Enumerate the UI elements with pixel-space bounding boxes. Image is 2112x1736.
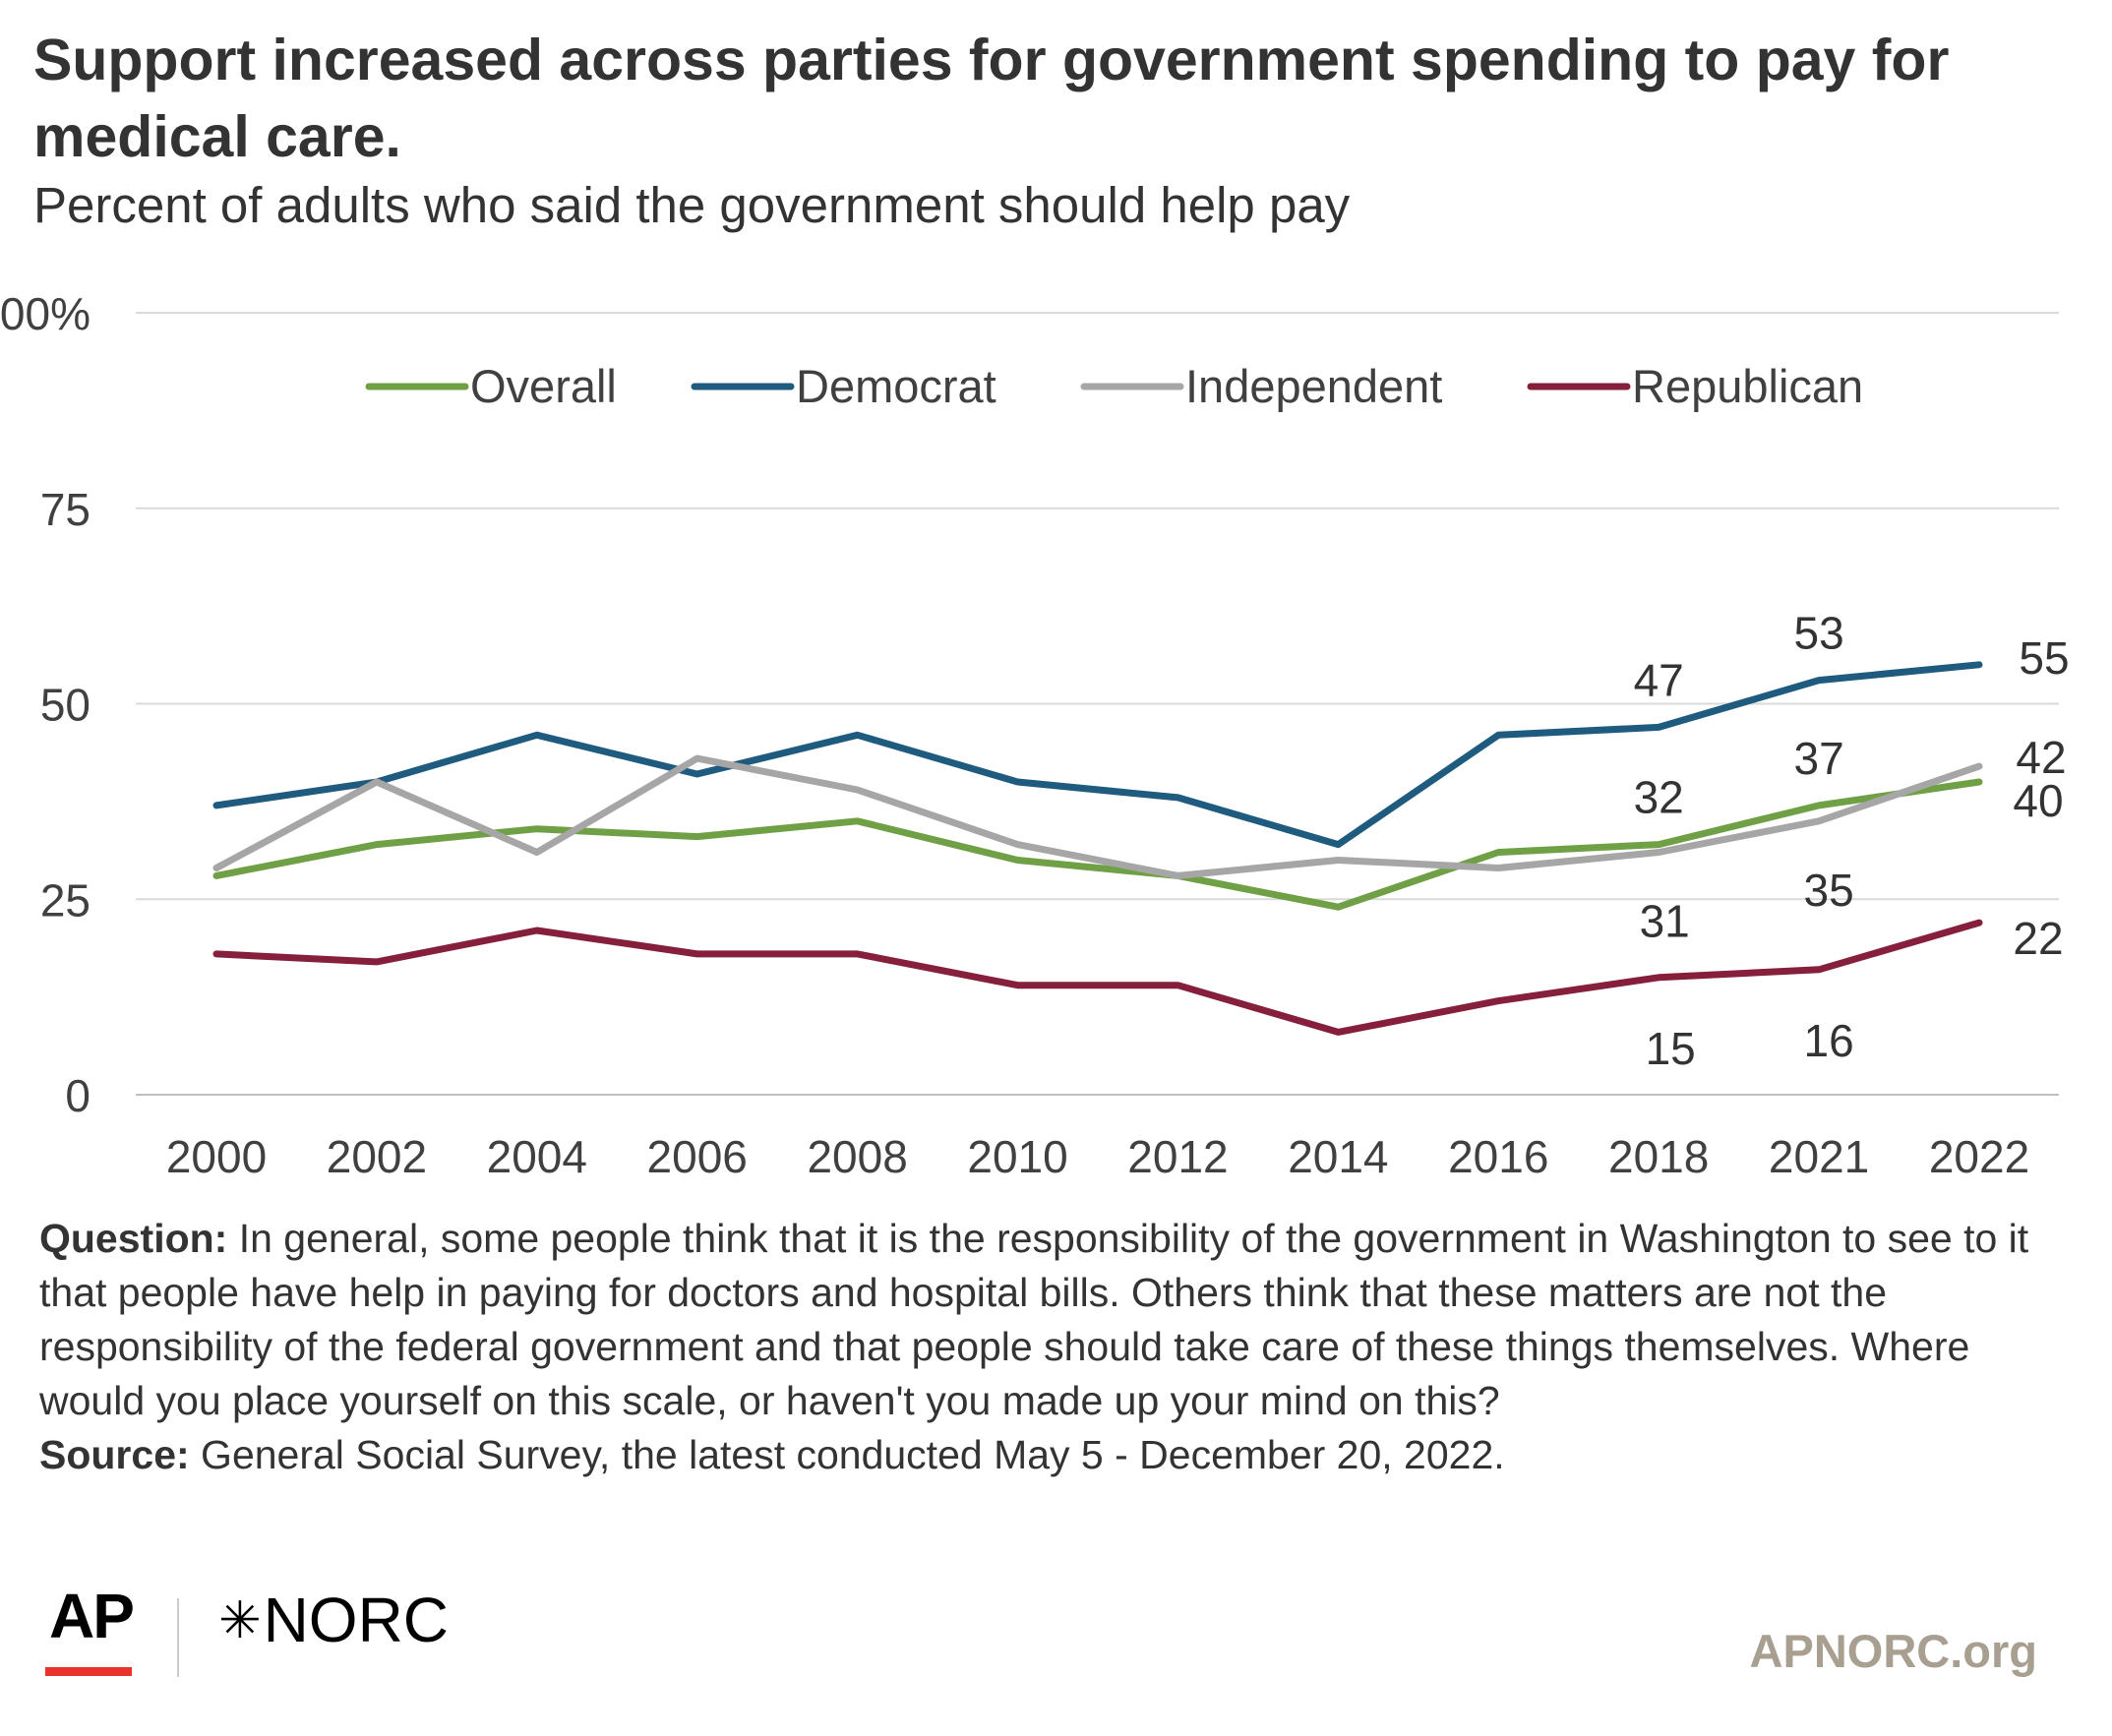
question-label: Question:: [39, 1216, 228, 1261]
series-line-independent: [212, 754, 1983, 879]
x-tick-label: 2014: [1288, 1131, 1388, 1182]
x-tick-label: 2021: [1769, 1131, 1869, 1182]
legend: Overall Democrat Independent Republican: [365, 360, 1863, 412]
x-tick-label: 2018: [1608, 1131, 1709, 1182]
question-note: Question: In general, some people think …: [39, 1212, 2081, 1428]
data-label: 55: [2019, 632, 2069, 684]
norc-logo: ✳NORC: [218, 1586, 449, 1655]
x-axis-ticks: 2000 2002 2004 2006 2008 2010 2012 2014 2016 2018…: [166, 1131, 2029, 1182]
data-label: 40: [2013, 775, 2063, 826]
source-label: Source:: [39, 1432, 190, 1477]
data-label: 32: [1634, 772, 1684, 823]
x-tick-label: 2002: [327, 1131, 427, 1182]
gridlines: [136, 312, 2059, 1096]
x-tick-label: 2022: [1929, 1131, 2029, 1182]
data-label: 42: [2016, 732, 2066, 783]
line-chart: 0 25 50 75 100% 2000 2002 2004 2006 2008 2010 2012…: [0, 288, 2070, 1182]
y-tick-label: 75: [40, 484, 91, 535]
data-label: 53: [1794, 608, 1844, 659]
legend-label-republican: Republican: [1632, 360, 1863, 412]
data-label: 37: [1794, 733, 1844, 784]
data-label: 31: [1640, 896, 1690, 947]
y-tick-label: 0: [65, 1070, 91, 1121]
data-label: 16: [1804, 1015, 1854, 1066]
x-tick-label: 2004: [487, 1131, 587, 1182]
data-label: 35: [1804, 865, 1854, 916]
y-tick-label: 50: [40, 680, 91, 731]
series-lines: [212, 661, 1983, 1036]
legend-label-overall: Overall: [470, 360, 617, 412]
legend-label-independent: Independent: [1185, 360, 1442, 412]
source-note: Source: General Social Survey, the lates…: [39, 1428, 2081, 1482]
x-tick-label: 2000: [166, 1131, 267, 1182]
data-label: 22: [2013, 913, 2063, 964]
y-axis-ticks: 0 25 50 75 100%: [0, 288, 91, 1121]
data-labels: 47 53 55 32 37 40 31 35 42 15 16 22: [1634, 608, 2070, 1074]
chart-notes: Question: In general, some people think …: [39, 1212, 2081, 1482]
x-tick-label: 2006: [647, 1131, 748, 1182]
y-tick-label: 100%: [0, 288, 91, 339]
norc-star-icon: ✳: [218, 1592, 262, 1649]
x-tick-label: 2008: [807, 1131, 907, 1182]
chart-title: Support increased across parties for gov…: [33, 28, 1950, 169]
ap-logo: AP: [49, 1581, 135, 1651]
x-tick-label: 2016: [1448, 1131, 1548, 1182]
data-label: 47: [1634, 654, 1684, 705]
source-text: General Social Survey, the latest conduc…: [189, 1432, 1505, 1477]
norc-logo-text: NORC: [263, 1585, 450, 1655]
question-text: In general, some people think that it is…: [39, 1216, 2029, 1423]
legend-label-democrat: Democrat: [796, 360, 996, 412]
website-link[interactable]: APNORC.org: [1749, 1625, 2037, 1677]
series-line-democrat: [212, 661, 1983, 849]
x-tick-label: 2010: [967, 1131, 1067, 1182]
data-label: 15: [1646, 1023, 1696, 1074]
x-tick-label: 2012: [1127, 1131, 1228, 1182]
y-tick-label: 25: [40, 874, 91, 926]
ap-logo-bar: [45, 1667, 132, 1676]
logo-divider: [177, 1598, 179, 1677]
series-line-overall: [212, 778, 1983, 911]
chart-subtitle: Percent of adults who said the governmen…: [33, 177, 1351, 233]
series-line-republican: [212, 919, 1983, 1036]
